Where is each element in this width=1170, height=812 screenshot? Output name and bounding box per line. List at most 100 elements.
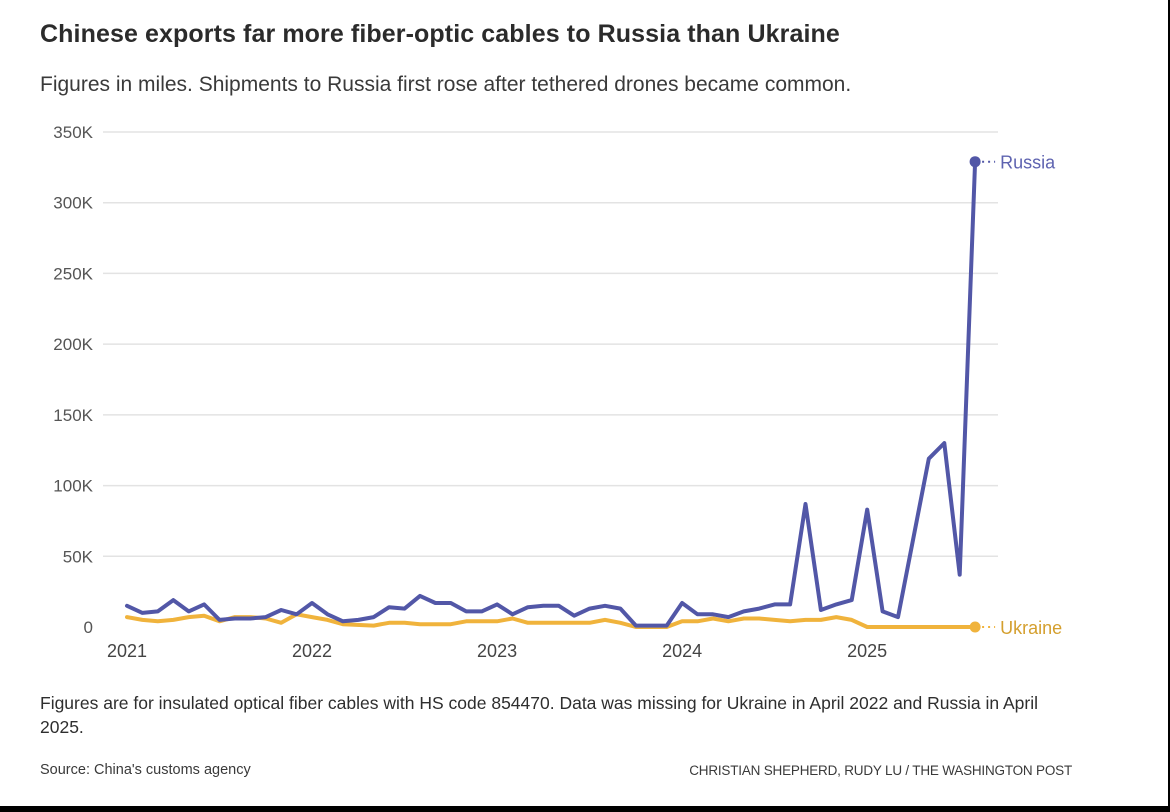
data-point-russia	[819, 608, 823, 612]
data-point-ukraine	[572, 621, 576, 625]
data-point-ukraine	[187, 615, 191, 619]
data-point-ukraine	[588, 621, 592, 625]
data-point-russia	[341, 619, 345, 623]
data-point-russia	[171, 598, 175, 602]
data-point-ukraine	[603, 618, 607, 622]
data-point-russia	[665, 624, 669, 628]
data-point-russia	[726, 615, 730, 619]
data-point-russia	[865, 508, 869, 512]
data-point-russia	[588, 607, 592, 611]
data-point-russia	[757, 607, 761, 611]
data-point-russia	[803, 502, 807, 506]
data-point-ukraine	[372, 624, 376, 628]
data-point-russia	[649, 624, 653, 628]
data-point-russia	[958, 573, 962, 577]
y-axis-ticks: 0 50K 100K 150K 200K 250K 300K 350K	[53, 123, 93, 637]
y-tick-label: 350K	[53, 123, 93, 142]
data-point-russia	[742, 609, 746, 613]
data-point-russia	[125, 604, 129, 608]
data-point-ukraine	[911, 625, 915, 629]
data-point-russia	[156, 609, 160, 613]
data-point-ukraine	[865, 625, 869, 629]
data-point-ukraine	[896, 625, 900, 629]
data-point-ukraine	[526, 621, 530, 625]
data-point-ukraine	[156, 619, 160, 623]
data-point-russia	[541, 604, 545, 608]
data-point-ukraine	[387, 621, 391, 625]
data-point-ukraine	[881, 625, 885, 629]
y-tick-label: 50K	[63, 547, 94, 566]
y-tick-label: 100K	[53, 477, 93, 496]
data-point-russia	[310, 601, 314, 605]
data-point-russia	[896, 615, 900, 619]
series-lines	[125, 156, 981, 633]
data-point-ukraine	[834, 615, 838, 619]
end-point-russia	[969, 156, 981, 168]
y-tick-label: 250K	[53, 264, 93, 283]
data-point-ukraine	[541, 621, 545, 625]
y-tick-label: 0	[84, 618, 93, 637]
data-point-russia	[511, 612, 515, 616]
x-tick-label: 2024	[662, 641, 702, 661]
data-point-ukraine	[773, 618, 777, 622]
data-point-russia	[264, 615, 268, 619]
series-label-russia: Russia	[1000, 153, 1056, 173]
data-point-ukraine	[480, 619, 484, 623]
data-point-russia	[202, 602, 206, 606]
y-tick-label: 300K	[53, 194, 93, 213]
data-point-ukraine	[140, 618, 144, 622]
data-point-ukraine	[680, 619, 684, 623]
data-point-russia	[433, 601, 437, 605]
data-point-russia	[942, 441, 946, 445]
data-point-ukraine	[850, 618, 854, 622]
right-border	[1168, 0, 1170, 812]
data-point-ukraine	[819, 618, 823, 622]
data-point-russia	[187, 609, 191, 613]
data-point-ukraine	[618, 621, 622, 625]
data-point-russia	[372, 615, 376, 619]
data-point-russia	[881, 609, 885, 613]
data-point-russia	[603, 604, 607, 608]
x-tick-label: 2025	[847, 641, 887, 661]
data-point-russia	[480, 609, 484, 613]
data-point-russia	[618, 607, 622, 611]
x-axis-ticks: 2021 2022 2023 2024 2025	[107, 641, 887, 661]
y-tick-label: 150K	[53, 406, 93, 425]
data-point-ukraine	[511, 617, 515, 621]
data-point-ukraine	[310, 615, 314, 619]
data-point-ukraine	[202, 614, 206, 618]
data-point-ukraine	[757, 617, 761, 621]
x-tick-label: 2022	[292, 641, 332, 661]
data-point-ukraine	[803, 618, 807, 622]
data-point-ukraine	[325, 618, 329, 622]
data-point-ukraine	[788, 619, 792, 623]
source-text: Source: China's customs agency	[40, 762, 251, 778]
data-point-russia	[325, 612, 329, 616]
data-point-russia	[464, 609, 468, 613]
credit-text: CHRISTIAN SHEPHERD, RUDY LU / THE WASHIN…	[689, 763, 1072, 778]
data-point-ukraine	[742, 617, 746, 621]
data-point-russia	[403, 607, 407, 611]
x-tick-label: 2021	[107, 641, 147, 661]
data-point-ukraine	[726, 619, 730, 623]
data-point-russia	[572, 614, 576, 618]
data-point-russia	[834, 602, 838, 606]
data-point-russia	[711, 612, 715, 616]
data-point-russia	[927, 457, 931, 461]
chart-title: Chinese exports far more fiber-optic cab…	[40, 20, 840, 48]
data-point-ukraine	[557, 621, 561, 625]
grid-lines	[103, 131, 998, 558]
footnote: Figures are for insulated optical fiber …	[40, 693, 1039, 737]
data-point-russia	[634, 624, 638, 628]
data-point-ukraine	[403, 621, 407, 625]
series-line-russia	[125, 159, 978, 628]
data-point-ukraine	[171, 618, 175, 622]
series-label-ukraine: Ukraine	[1000, 618, 1062, 638]
data-point-ukraine	[927, 625, 931, 629]
data-point-ukraine	[449, 622, 453, 626]
data-point-russia	[218, 618, 222, 622]
data-point-ukraine	[433, 622, 437, 626]
data-point-ukraine	[942, 625, 946, 629]
data-point-russia	[788, 602, 792, 606]
